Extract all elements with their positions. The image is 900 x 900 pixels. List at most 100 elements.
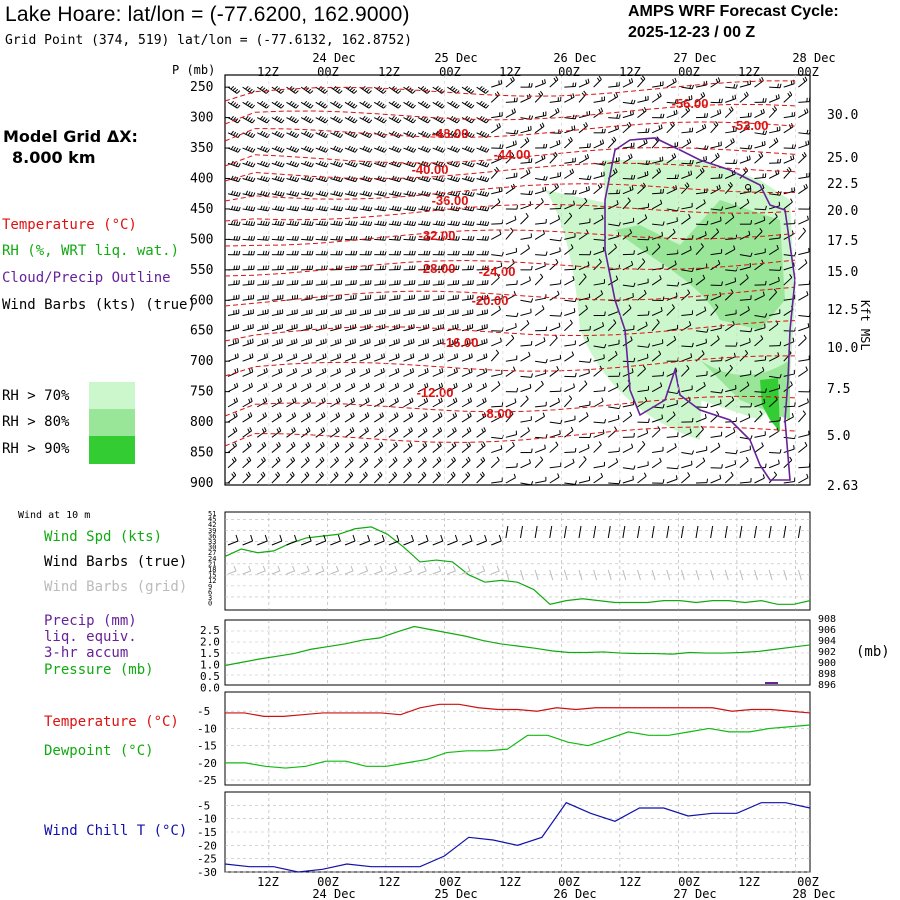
wind-barb-flag xyxy=(289,190,292,195)
wind-barb-flag xyxy=(627,197,631,202)
wind-barb-flag xyxy=(247,471,251,476)
cloud-dot xyxy=(745,184,751,190)
wind-barb-flag xyxy=(452,428,455,433)
wind-barb-flag xyxy=(424,369,427,374)
wind-barb-flag xyxy=(558,139,561,145)
wind-barb-flag xyxy=(424,103,429,108)
wind-barb xyxy=(798,187,808,195)
wind-barb-flag xyxy=(454,427,457,432)
wind-barb-flag xyxy=(325,338,327,343)
wind-barb-flag xyxy=(674,174,677,179)
wind-barb xyxy=(535,114,547,119)
wind-barb-flag xyxy=(238,236,241,241)
wind-barb-flag xyxy=(674,443,677,448)
wind-barb-flag xyxy=(335,117,339,121)
wind-barb xyxy=(374,327,386,332)
grid-wind-barb xyxy=(695,569,700,581)
wind-barb xyxy=(549,250,561,256)
wind-barb xyxy=(520,430,530,438)
wind-barb xyxy=(578,200,588,210)
wind-barb xyxy=(593,357,605,362)
wind-barb-flag xyxy=(571,351,575,356)
wind-barb xyxy=(315,401,326,408)
wind-barb-flag xyxy=(442,148,446,153)
wind-barb-flag xyxy=(304,205,307,210)
wind-barb-flag xyxy=(411,177,414,182)
wind-barb xyxy=(520,172,531,179)
wind-barb-flag xyxy=(260,160,263,165)
wind-barb-flag xyxy=(630,111,632,116)
wind-barb xyxy=(403,356,414,362)
wind-barb-flag xyxy=(469,221,473,226)
wind-barb xyxy=(271,371,283,377)
wind-barb-flag xyxy=(339,353,342,358)
wind-barb-flag xyxy=(641,440,646,445)
wind-barb-flag xyxy=(584,155,587,160)
wind-barb-flag xyxy=(457,250,460,255)
model-grid-value: 8.000 km xyxy=(12,148,96,167)
wind-barb-flag xyxy=(528,190,531,195)
pressure-label: Pressure (mb) xyxy=(44,662,154,678)
wind-barb-flag xyxy=(378,340,381,345)
wind-barb-flag xyxy=(516,129,519,135)
wind-barb xyxy=(344,132,356,139)
wind-barb-flag xyxy=(394,456,398,461)
temperature-contour-label: -20.00 xyxy=(472,293,509,308)
wind-barb xyxy=(461,178,473,183)
wind-barb-flag xyxy=(335,428,338,433)
wind-barb xyxy=(330,474,339,484)
wind-barb xyxy=(520,279,531,286)
wind-barb-flag xyxy=(259,130,264,135)
wind-barb-flag xyxy=(484,206,487,211)
wind-barb xyxy=(768,141,779,149)
wind-barb-flag xyxy=(265,250,267,255)
wind-barb-flag xyxy=(746,381,750,386)
wind-barb xyxy=(330,223,342,227)
wind-barb-flag xyxy=(262,161,266,166)
wind-barb xyxy=(491,158,502,164)
wind-barb xyxy=(710,435,722,438)
wind-barb-flag xyxy=(426,265,428,270)
pressure-tick: 450 xyxy=(190,202,213,217)
wind-barb-flag xyxy=(633,432,635,438)
rh80-swatch xyxy=(89,409,135,436)
pressure-line xyxy=(224,625,811,667)
wind-barb-flag xyxy=(572,189,575,195)
surface-wind-barb-flag xyxy=(323,534,327,542)
wind-barb xyxy=(417,430,428,438)
wind-barb xyxy=(520,323,530,332)
wind-barb xyxy=(286,371,297,377)
wind-barb xyxy=(681,281,693,286)
surface-wind-barb xyxy=(374,540,385,546)
wind-barb-flag xyxy=(276,428,280,433)
wind-barb-flag xyxy=(802,410,806,415)
wind-barb-flag xyxy=(382,265,384,270)
surface-wind-barb-flag xyxy=(381,534,385,542)
wind-barb xyxy=(520,193,532,196)
wind-barb-flag xyxy=(293,339,296,344)
wind-barb-flag xyxy=(585,122,588,127)
wind-barb-flag xyxy=(715,303,719,308)
wind-barb-flag xyxy=(435,130,439,135)
wind-barb-flag xyxy=(541,80,544,85)
wind-barb-flag xyxy=(296,148,300,153)
wind-barb-flag xyxy=(236,368,239,373)
wind-barb-flag xyxy=(452,117,456,121)
wind-barb-flag xyxy=(464,220,468,225)
wind-barb-flag xyxy=(791,144,794,149)
wind-barb xyxy=(374,342,385,347)
wind-barb xyxy=(242,371,253,377)
wind-barb xyxy=(695,460,706,469)
wind-barb xyxy=(242,162,254,168)
wind-barb-flag xyxy=(408,340,410,345)
wind-barb xyxy=(388,356,400,362)
wind-barb-flag xyxy=(600,290,604,295)
wind-barb-flag xyxy=(531,448,533,453)
wind-barb xyxy=(798,132,810,135)
wind-barb-flag xyxy=(253,221,256,226)
wind-barb xyxy=(637,464,649,469)
wind-barb xyxy=(564,172,574,179)
wind-barb xyxy=(388,178,400,183)
wind-barb-flag xyxy=(691,450,695,455)
wind-barb-flag xyxy=(309,382,312,387)
